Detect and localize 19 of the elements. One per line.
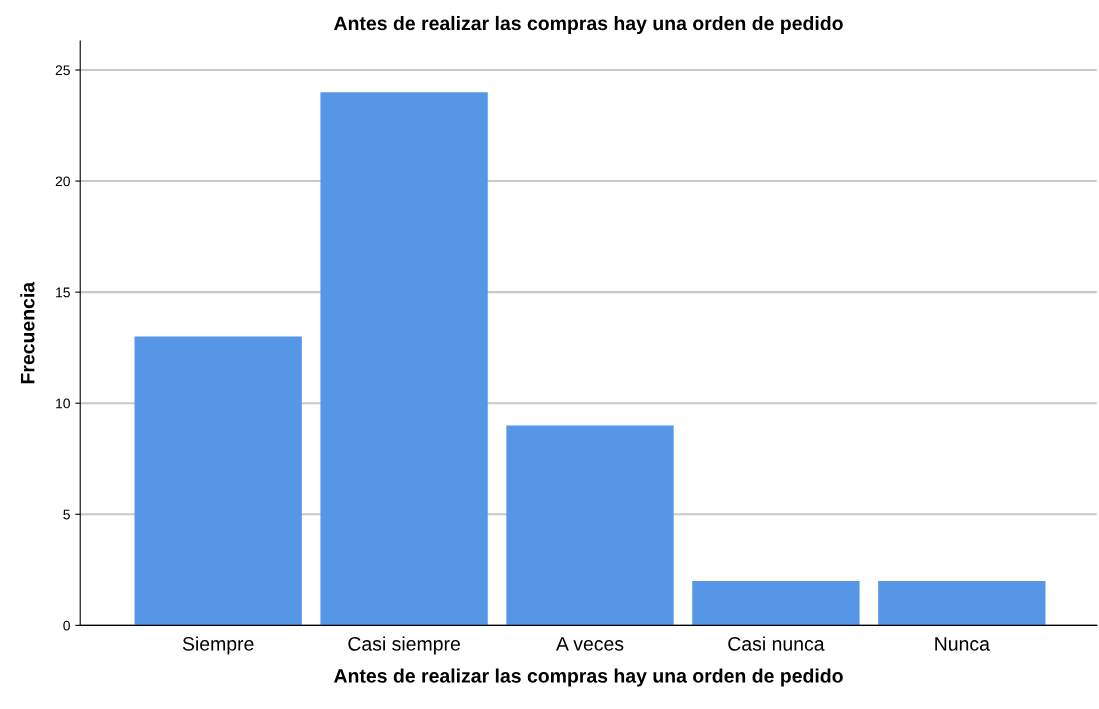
bar <box>506 425 674 626</box>
y-axis-title: Frecuencia <box>20 281 35 384</box>
y-tick-label: 10 <box>56 398 70 409</box>
bar <box>320 92 488 626</box>
y-tick-label: 5 <box>63 509 70 520</box>
x-tick-label: A veces <box>555 637 624 651</box>
y-tick-label: 20 <box>55 176 70 187</box>
y-tick-label: 0 <box>63 620 70 631</box>
x-tick-label: Siempre <box>182 636 254 655</box>
chart-title: Antes de realizar las compras hay una orden de pedido <box>334 15 843 35</box>
x-tick-label: Nunca <box>935 637 990 651</box>
bar <box>134 336 302 626</box>
x-tick-label: Casi nunca <box>728 636 825 651</box>
y-tick-label: 15 <box>56 287 70 298</box>
y-tick-label: 25 <box>55 65 70 76</box>
bar <box>878 580 1046 626</box>
x-axis-title: Antes de realizar las compras hay una orden de pedido <box>334 668 843 687</box>
x-tick-label: Casi siempre <box>348 636 460 655</box>
bar <box>692 580 860 626</box>
